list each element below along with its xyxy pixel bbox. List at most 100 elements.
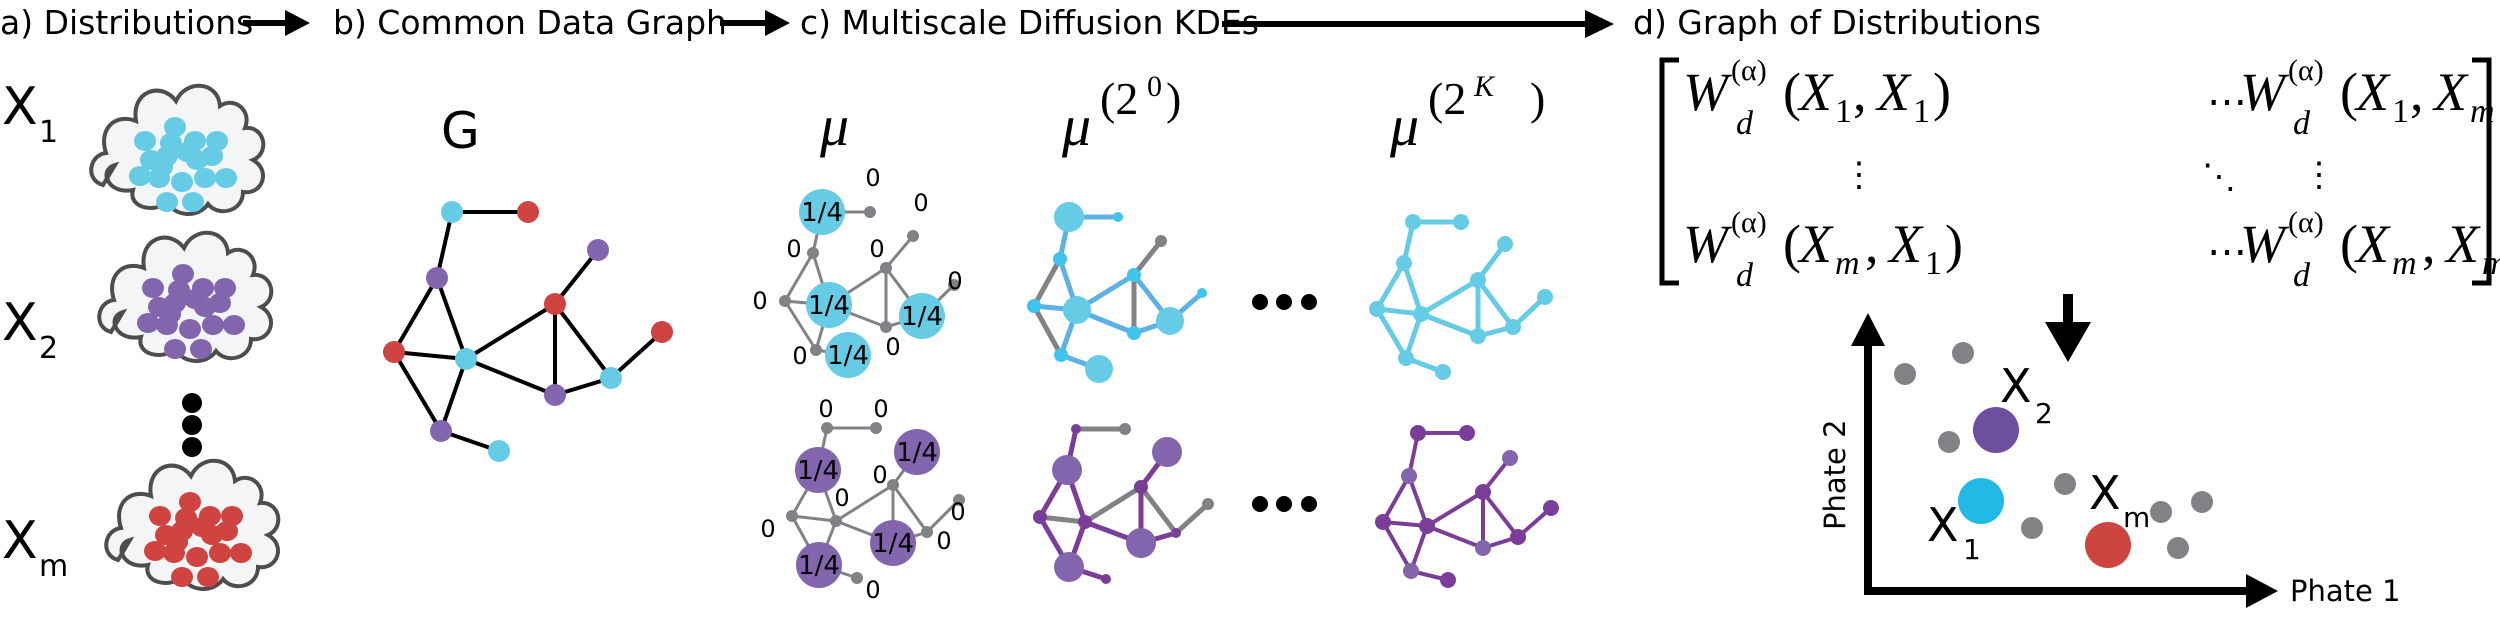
embedding-point	[1894, 363, 1916, 385]
graph-edge	[925, 498, 961, 534]
graph-edge	[464, 302, 557, 361]
graph-node	[1156, 307, 1184, 335]
svg-text:1: 1	[1835, 93, 1852, 130]
kde-graph-mu-purple: 0 01/41/4 000 01/4 01/40	[760, 395, 965, 604]
sample-dot	[134, 131, 156, 151]
svg-text:(α): (α)	[1731, 54, 1767, 87]
sample-dot	[171, 172, 193, 192]
graph-node	[544, 293, 566, 315]
graph-node	[796, 542, 842, 588]
sample-dot	[149, 506, 171, 526]
y-axis-label: Phate 2	[1818, 419, 1852, 530]
graph-node	[1027, 299, 1041, 313]
node-mass-label: 1/4	[798, 551, 840, 581]
graph-edge	[439, 357, 468, 433]
node-mass-label: 1/4	[901, 302, 943, 332]
common-data-graph-panel: G	[383, 102, 673, 462]
svg-text:X: X	[2354, 214, 2391, 274]
graph-node	[1502, 450, 1518, 466]
graph-nodes	[1033, 423, 1214, 584]
embedding-point	[2054, 473, 2076, 495]
node-mass-label: 1/4	[872, 529, 914, 559]
graph-edges	[392, 210, 664, 453]
graph-node	[455, 348, 477, 370]
graph-node	[1543, 500, 1559, 516]
graph-node-labels: 0 01/41/4 000 01/4 01/40	[760, 395, 965, 604]
graph-edge	[884, 234, 915, 270]
graph-node	[1398, 350, 1414, 366]
sample-dot	[129, 166, 151, 186]
graph-node	[1101, 574, 1111, 584]
graph-node	[1459, 425, 1475, 441]
embedding-point	[1952, 342, 1974, 364]
mu-2-0-title: μ (2 0 )	[1061, 70, 1181, 158]
graph-edge	[464, 357, 557, 397]
graph-node	[870, 520, 916, 566]
sample-dot	[156, 315, 178, 335]
sample-dot	[164, 117, 186, 137]
svg-text:d: d	[1736, 257, 1754, 294]
graph-edge	[1381, 474, 1411, 524]
sample-dot	[171, 567, 193, 587]
embedding-point-label-sub: 1	[1963, 533, 1981, 566]
svg-text:,: ,	[1865, 214, 1879, 274]
sample-dot	[156, 192, 178, 212]
matrix-left-bracket	[1659, 57, 1679, 286]
graph-edge	[435, 210, 454, 280]
matrix-cell: W(α)d(Xm,Xm)	[2240, 206, 2500, 294]
node-mass-label: 1/4	[827, 341, 869, 371]
graph-node	[806, 282, 852, 328]
graph-edge	[1031, 256, 1063, 309]
kde-graph-sK-cyan	[1369, 214, 1553, 380]
node-mass-label: 0	[913, 189, 928, 217]
graph-nodes	[383, 201, 673, 462]
sample-dot	[202, 315, 224, 335]
graph-edge	[1173, 501, 1211, 536]
svg-text:W: W	[2240, 62, 2290, 122]
header-d-graph-of-distributions: d) Graph of Distributions	[1633, 3, 2041, 42]
graph-edge	[553, 248, 600, 306]
node-mass-label: 0	[947, 267, 962, 295]
sample-dot	[216, 521, 238, 541]
mu-title: μ	[819, 93, 849, 158]
embedding-distribution-2: X2	[1973, 359, 2053, 453]
embedding-point	[1938, 431, 1960, 453]
graph-node	[807, 247, 819, 259]
graph-node	[799, 189, 845, 235]
matrix-right-bracket	[2472, 57, 2492, 286]
graph-edge	[392, 276, 439, 354]
graph-node	[1369, 301, 1385, 317]
svg-text:(: (	[1783, 62, 1801, 122]
svg-text:W: W	[1683, 62, 1733, 122]
graph-edge	[1401, 260, 1424, 317]
sample-dot	[197, 567, 219, 587]
node-mass-label: 0	[936, 527, 951, 555]
graph-node	[1375, 514, 1391, 530]
graph-edge	[392, 350, 443, 433]
graph-node	[1440, 572, 1456, 588]
node-mass-label: 0	[869, 235, 884, 263]
svg-text:0: 0	[1147, 70, 1162, 103]
sample-dot	[179, 492, 201, 512]
svg-text:W: W	[2240, 214, 2290, 274]
graph-edge	[834, 483, 895, 523]
header-a-distributions: a) Distributions	[0, 3, 253, 42]
sample-dot	[209, 543, 231, 563]
svg-text:(: (	[2340, 62, 2358, 122]
graph-edge	[790, 514, 838, 523]
sample-dot	[142, 278, 164, 298]
sample-dot	[164, 339, 186, 359]
svg-text:1: 1	[2392, 93, 2409, 130]
embedding-point-label-sub: 2	[2035, 397, 2053, 430]
arrow-b-to-c	[720, 10, 790, 36]
graph-node	[1396, 255, 1412, 271]
distribution-label-m: X	[2, 511, 38, 571]
graph-node	[1197, 288, 1207, 298]
graph-edge	[1425, 490, 1485, 528]
graph-node	[1119, 423, 1131, 435]
vertical-ellipsis-dot	[182, 437, 202, 457]
